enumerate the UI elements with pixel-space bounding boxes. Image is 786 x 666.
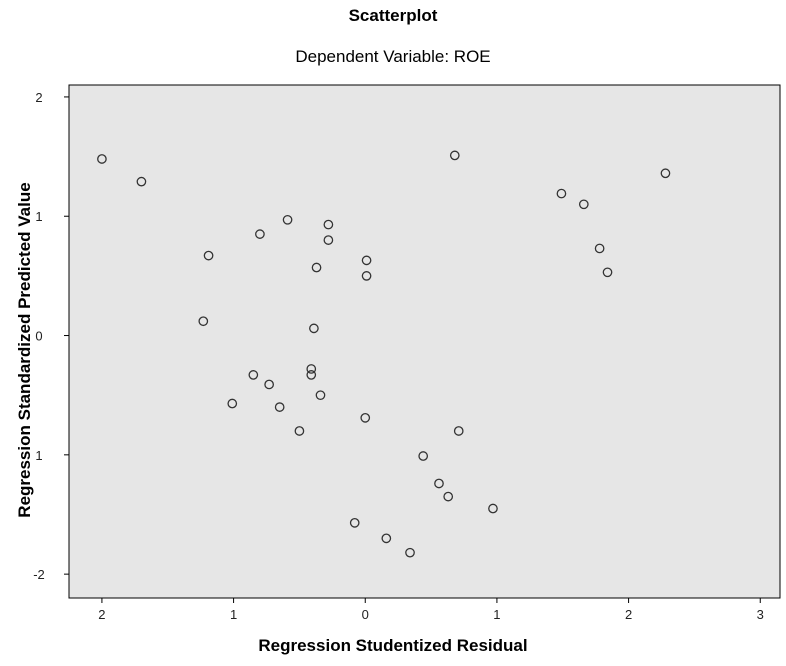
data-point	[274, 402, 285, 412]
data-point	[578, 199, 589, 210]
data-point	[248, 370, 259, 380]
x-tick-label: 1	[230, 607, 237, 622]
data-point	[434, 478, 444, 489]
data-point	[453, 426, 464, 436]
data-point	[136, 176, 147, 187]
data-point	[381, 533, 392, 544]
data-point	[306, 370, 317, 380]
data-point	[294, 426, 305, 436]
x-tick-label: 0	[362, 607, 369, 622]
data-point	[361, 255, 372, 266]
y-axis-ticks: 2 1 0 1 -2	[33, 90, 69, 582]
chart-title: Scatterplot	[348, 6, 438, 25]
data-point	[405, 547, 415, 558]
x-axis-label: Regression Studentized Residual	[258, 636, 528, 655]
x-tick-label: 3	[757, 607, 764, 622]
data-point	[660, 168, 671, 179]
data-point	[309, 323, 319, 334]
data-point	[556, 188, 567, 199]
data-point	[360, 413, 371, 423]
data-points	[97, 150, 671, 558]
y-tick-label: 1	[35, 448, 42, 463]
data-point	[361, 271, 372, 281]
data-point	[602, 267, 613, 278]
x-tick-label: 1	[493, 607, 500, 622]
data-point	[198, 316, 209, 327]
data-point	[227, 398, 238, 409]
y-axis-label: Regression Standardized Predicted Value	[15, 182, 34, 518]
data-point	[418, 451, 429, 461]
data-point	[311, 262, 322, 273]
data-point	[282, 214, 293, 225]
plot-area	[68, 84, 781, 599]
data-point	[488, 503, 498, 514]
data-point	[323, 219, 334, 230]
data-point	[315, 390, 326, 401]
data-point	[306, 364, 317, 374]
data-point	[443, 491, 454, 502]
data-point	[255, 229, 265, 239]
data-point	[97, 154, 107, 164]
data-point	[349, 517, 360, 528]
x-axis-ticks: 2 1 0 1 2 3	[98, 598, 764, 622]
chart-subtitle: Dependent Variable: ROE	[295, 47, 491, 66]
y-tick-label: 1	[35, 209, 42, 224]
data-point	[264, 379, 274, 390]
data-point	[323, 235, 334, 245]
data-point	[203, 250, 214, 261]
y-tick-label: -2	[33, 567, 45, 582]
data-point	[449, 150, 460, 161]
y-tick-label: 0	[35, 329, 42, 344]
x-tick-label: 2	[98, 607, 105, 622]
data-point	[594, 243, 605, 254]
y-tick-label: 2	[35, 90, 42, 105]
x-tick-label: 2	[625, 607, 632, 622]
